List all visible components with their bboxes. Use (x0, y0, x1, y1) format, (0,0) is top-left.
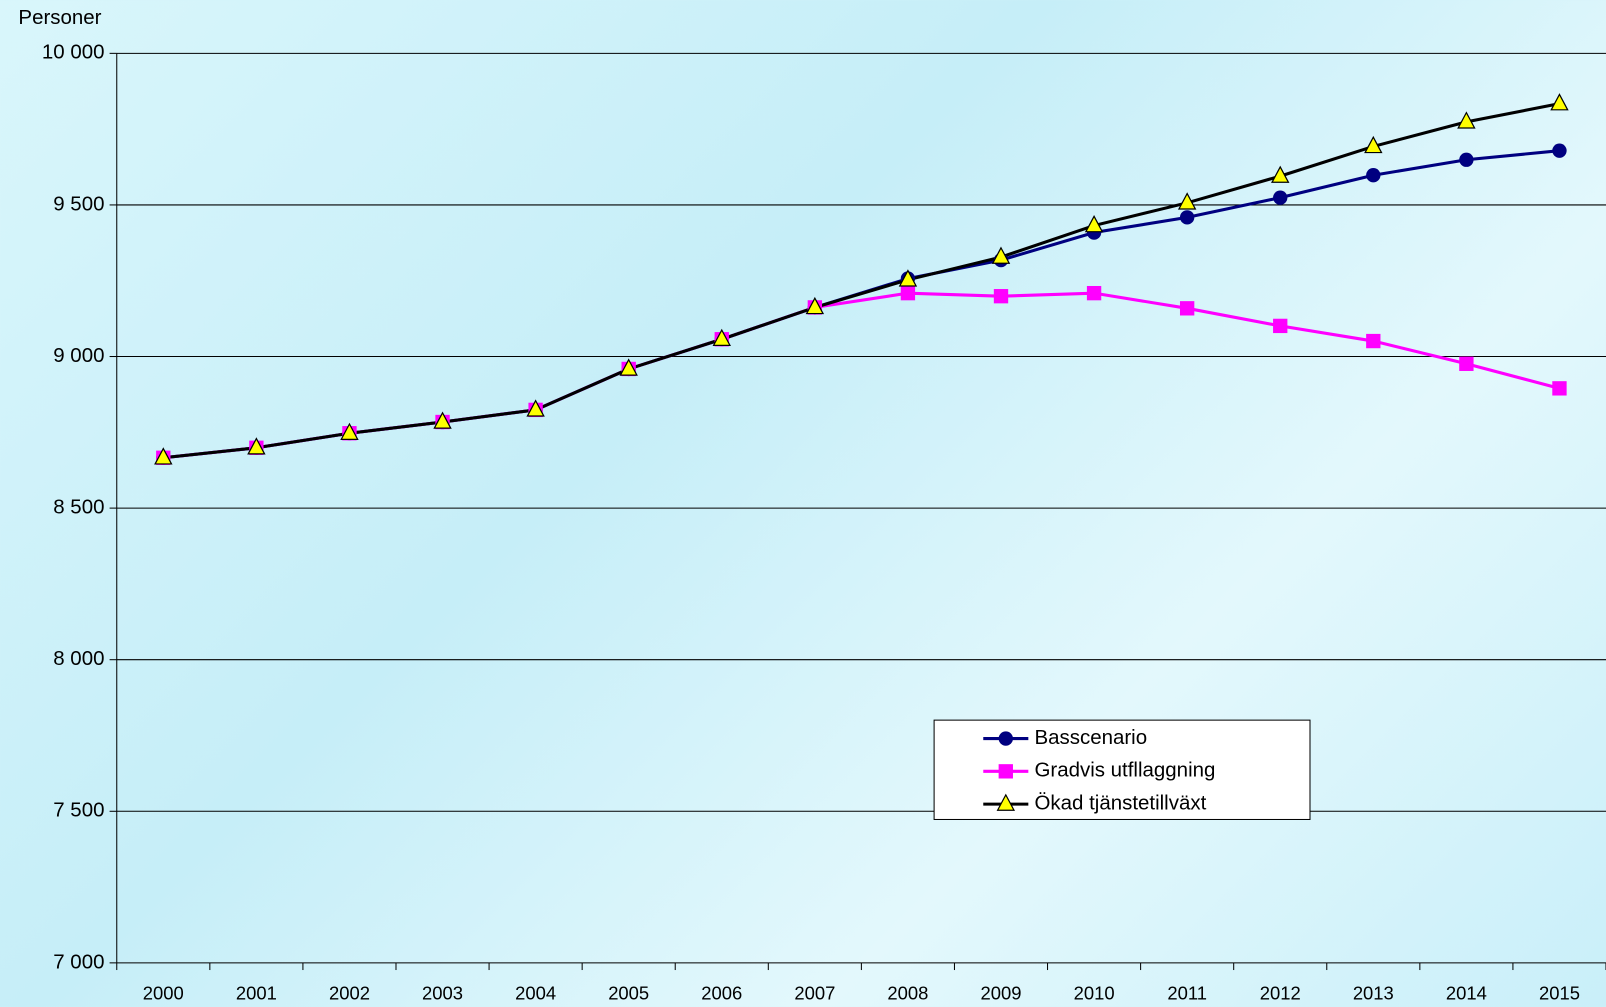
data-point (1364, 135, 1383, 154)
x-tick-label: 2006 (701, 982, 742, 1003)
data-point (1084, 215, 1104, 233)
data-point (898, 269, 918, 287)
data-point (1366, 168, 1381, 183)
x-tick-label: 2001 (236, 982, 277, 1003)
data-point (1457, 111, 1476, 129)
x-tick-label: 2012 (1260, 982, 1301, 1003)
data-point (1179, 210, 1195, 225)
data-point (1179, 301, 1195, 316)
x-tick-label: 2003 (422, 982, 463, 1003)
x-tick-label: 2010 (1074, 982, 1115, 1003)
y-tick-label: 7 500 (53, 799, 104, 822)
data-point (805, 296, 825, 315)
x-tick-label: 2002 (329, 982, 370, 1003)
data-point (1552, 381, 1567, 396)
data-point (340, 422, 359, 440)
data-point (1459, 356, 1474, 371)
y-tick-label: 10 000 (42, 41, 105, 64)
y-tick-label: 7 000 (53, 950, 104, 973)
data-point (1271, 165, 1290, 183)
y-tick-label: 9 000 (53, 344, 104, 367)
data-point (247, 437, 266, 455)
legend-marker (996, 793, 1016, 811)
data-point (619, 358, 638, 376)
legend-label: Basscenario (1034, 726, 1147, 749)
x-tick-label: 2005 (608, 982, 649, 1003)
legend-label: Gradvis utfllaggning (1034, 759, 1215, 782)
series-line (163, 102, 1560, 460)
y-tick-label: 8 000 (53, 647, 104, 670)
x-tick-label: 2000 (143, 982, 184, 1003)
x-tick-label: 2011 (1167, 982, 1207, 1003)
data-point (1086, 285, 1102, 301)
x-tick-label: 2014 (1446, 982, 1487, 1003)
y-axis-label: Personer (18, 6, 101, 29)
y-tick-label: 9 500 (53, 192, 104, 215)
legend-label: Ökad tjänstetillväxt (1034, 792, 1206, 815)
data-point (991, 246, 1011, 264)
data-point (154, 447, 173, 465)
y-tick-label: 8 500 (53, 496, 104, 519)
data-point (1273, 318, 1288, 334)
data-point (1459, 152, 1474, 167)
x-tick-label: 2004 (515, 982, 556, 1003)
data-point (993, 289, 1009, 304)
data-point (1273, 190, 1288, 205)
data-point (712, 328, 731, 347)
x-tick-label: 2008 (887, 982, 928, 1003)
legend-marker (998, 764, 1013, 779)
series-line (163, 149, 1560, 460)
data-point (900, 285, 916, 301)
x-tick-label: 2013 (1353, 982, 1394, 1003)
data-point (1177, 192, 1197, 210)
x-tick-label: 2009 (981, 982, 1022, 1003)
data-point (526, 399, 545, 417)
data-point (433, 411, 452, 429)
data-point (1366, 333, 1381, 349)
data-point (1550, 93, 1569, 111)
x-tick-label: 2015 (1539, 982, 1580, 1003)
series-line (163, 291, 1560, 460)
data-point (1552, 143, 1567, 158)
legend-marker (998, 731, 1013, 746)
x-tick-label: 2007 (794, 982, 835, 1003)
